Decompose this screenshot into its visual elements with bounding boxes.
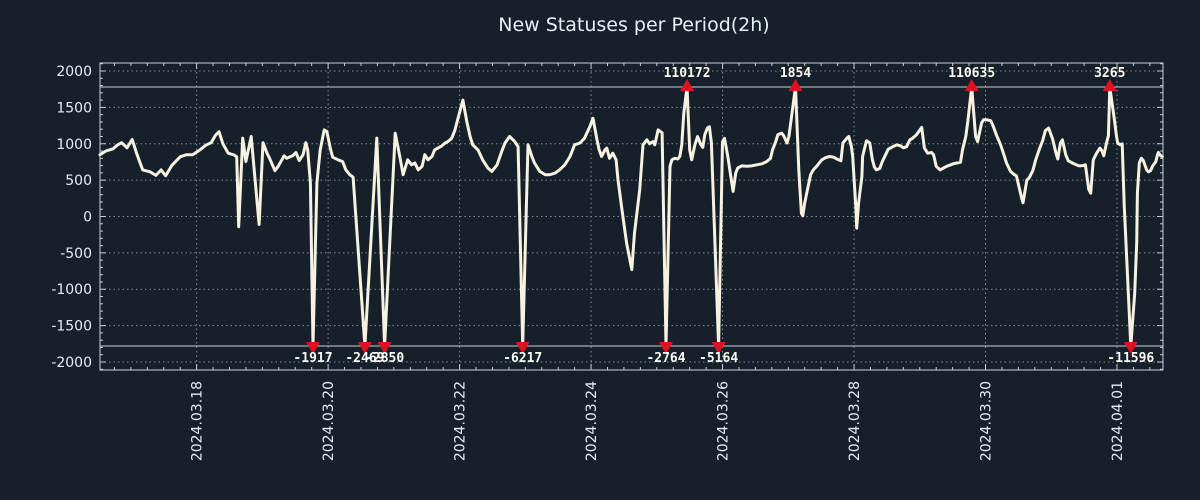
extreme-value-label: 110172 <box>664 66 711 81</box>
x-tick-label: 2024.03.18 <box>190 381 206 461</box>
extreme-marker <box>377 341 392 354</box>
extreme-marker <box>788 79 803 92</box>
extreme-marker <box>680 79 695 92</box>
extreme-value-label: -11596 <box>1107 351 1154 366</box>
extreme-value-label: -6217 <box>503 351 542 366</box>
extreme-marker <box>357 341 372 354</box>
x-tick-label: 2024.03.28 <box>847 381 863 461</box>
extreme-value-label: 110635 <box>948 66 995 81</box>
plot-frame <box>99 62 1164 371</box>
y-tick-label: 2000 <box>56 64 92 80</box>
extreme-marker <box>711 341 726 354</box>
extreme-marker <box>1123 341 1138 354</box>
y-tick-label: 0 <box>83 210 92 226</box>
x-tick-label: 2024.03.20 <box>321 381 337 461</box>
y-tick-label: 1500 <box>56 100 92 116</box>
chart-title: New Statuses per Period(2h) <box>498 14 769 36</box>
extreme-value-label: 1854 <box>780 66 811 81</box>
extreme-value-label: -2469 <box>345 351 384 366</box>
y-tick-label: 500 <box>65 173 92 189</box>
plot-layer: -1917 -2469-2850 -6217 -2764 110172 -5164 1854… <box>51 62 1164 461</box>
extreme-value-label: -2850 <box>365 351 404 366</box>
extreme-marker <box>659 341 674 354</box>
x-tick-label: 2024.04.01 <box>1110 381 1126 461</box>
extreme-value-label: -2764 <box>646 351 685 366</box>
x-tick-label: 2024.03.22 <box>453 381 469 461</box>
extreme-marker <box>305 341 320 354</box>
extreme-value-label: 3265 <box>1094 66 1125 81</box>
y-tick-label: 1000 <box>56 137 92 153</box>
extreme-value-label: -1917 <box>293 351 332 366</box>
y-tick-label: -2000 <box>51 355 92 371</box>
y-tick-label: -1500 <box>51 319 92 335</box>
extreme-value-label: -5164 <box>699 351 738 366</box>
y-tick-label: -500 <box>60 246 92 262</box>
y-tick-label: -1000 <box>51 282 92 298</box>
x-tick-label: 2024.03.24 <box>584 381 600 461</box>
extreme-marker <box>1102 79 1117 92</box>
extreme-marker <box>964 79 979 92</box>
extreme-marker <box>515 341 530 354</box>
x-tick-label: 2024.03.26 <box>716 381 732 461</box>
x-tick-label: 2024.03.30 <box>979 381 995 461</box>
